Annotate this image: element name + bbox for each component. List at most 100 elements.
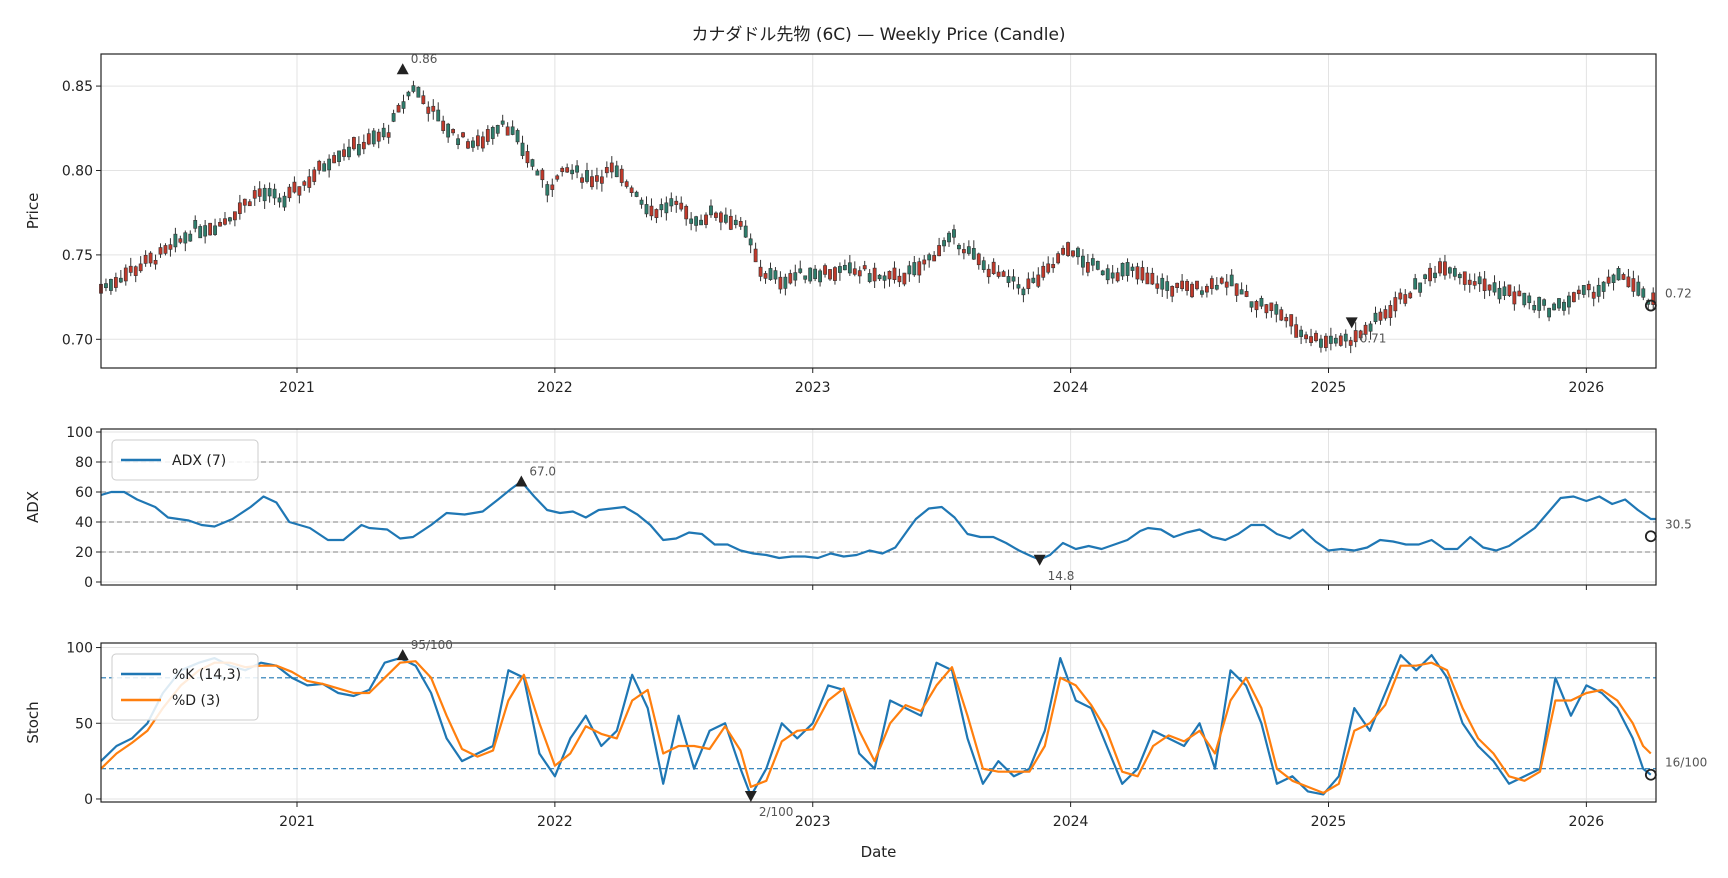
candle-body bbox=[1021, 288, 1026, 296]
adx-last-label: 30.5 bbox=[1665, 517, 1692, 531]
candle-body bbox=[1338, 335, 1343, 346]
candle-body bbox=[932, 255, 937, 262]
candle-body bbox=[1209, 278, 1214, 289]
candle-body bbox=[1234, 283, 1239, 296]
candle-body bbox=[1408, 292, 1413, 299]
candle-body bbox=[228, 217, 232, 222]
candle-body bbox=[694, 216, 699, 226]
candle-body bbox=[922, 259, 927, 265]
candle-body bbox=[1165, 281, 1170, 291]
candle-body bbox=[714, 212, 718, 218]
candle-body bbox=[624, 181, 629, 187]
candle-body bbox=[1606, 276, 1611, 284]
candle-body bbox=[218, 221, 222, 227]
adx-legend-box bbox=[111, 439, 259, 481]
stoch-x-tick-label: 2023 bbox=[795, 814, 831, 830]
candle-body bbox=[198, 226, 203, 239]
candle-body bbox=[971, 248, 976, 260]
candle-body bbox=[1145, 272, 1150, 285]
candle-body bbox=[356, 144, 361, 156]
candle-body bbox=[833, 267, 837, 281]
candle-body bbox=[595, 175, 599, 182]
stoch-last-marker bbox=[1644, 768, 1657, 781]
stoch-x-tick-label: 2022 bbox=[537, 814, 573, 830]
candle-body bbox=[743, 225, 748, 238]
candle-body bbox=[441, 120, 446, 131]
candle-body bbox=[1393, 297, 1398, 312]
candle-body bbox=[436, 109, 441, 122]
price-min-marker bbox=[1345, 317, 1358, 329]
candle-body bbox=[1180, 280, 1185, 290]
candle-body bbox=[768, 268, 773, 280]
stoch-y-tick-label: 100 bbox=[66, 641, 93, 657]
candle-body bbox=[396, 104, 401, 113]
candle-body bbox=[322, 163, 327, 172]
candle-body bbox=[1328, 335, 1333, 344]
stoch-axes-frame bbox=[100, 642, 1657, 803]
candle-body bbox=[1537, 296, 1542, 311]
stoch-x-tick-label: 2024 bbox=[1053, 814, 1089, 830]
candle-body bbox=[143, 254, 148, 264]
candle-body bbox=[1081, 255, 1085, 268]
candle-body bbox=[619, 168, 624, 183]
candle-body bbox=[371, 130, 376, 145]
candle-body bbox=[575, 165, 579, 173]
candle-body bbox=[366, 133, 371, 145]
candle-body bbox=[247, 201, 252, 207]
candle-body bbox=[237, 202, 242, 214]
candle-body bbox=[1433, 272, 1437, 279]
candle-body bbox=[823, 265, 827, 275]
candle-body bbox=[1576, 289, 1581, 295]
candle-body bbox=[1219, 277, 1224, 284]
candle-body bbox=[1071, 250, 1075, 257]
candle-body bbox=[1095, 260, 1100, 270]
candle-body bbox=[1542, 299, 1547, 306]
candle-body bbox=[1586, 283, 1591, 291]
price-min-label: 0.71 bbox=[1360, 331, 1387, 345]
candle-body bbox=[461, 132, 465, 138]
candle-body bbox=[203, 225, 208, 237]
candle-body bbox=[535, 170, 540, 176]
candle-body bbox=[163, 245, 168, 254]
stoch-legend-box bbox=[111, 653, 259, 721]
adx-y-tick-label: 0 bbox=[84, 575, 93, 591]
candle-body bbox=[555, 175, 560, 180]
candle-body bbox=[520, 142, 525, 156]
candle-body bbox=[1581, 285, 1586, 295]
candle-body bbox=[604, 167, 609, 174]
adx-series-line bbox=[100, 480, 1656, 561]
candle-body bbox=[406, 91, 411, 97]
candle-body bbox=[1115, 272, 1120, 282]
candle-body bbox=[614, 165, 619, 178]
candle-body bbox=[1150, 272, 1155, 285]
adx-y-tick-label: 20 bbox=[75, 545, 93, 561]
candle-body bbox=[193, 220, 198, 229]
candle-body bbox=[738, 221, 743, 227]
candle-body bbox=[838, 266, 842, 273]
candle-body bbox=[456, 138, 460, 145]
candle-body bbox=[158, 247, 163, 255]
candle-body bbox=[991, 261, 996, 274]
stoch-min-label: 2/100 bbox=[759, 805, 794, 819]
candle-body bbox=[1170, 286, 1175, 297]
candle-body bbox=[232, 211, 237, 221]
candle-body bbox=[361, 141, 366, 150]
candle-body bbox=[773, 270, 778, 280]
candle-body bbox=[808, 267, 813, 282]
candle-body bbox=[128, 265, 133, 273]
candle-body bbox=[1051, 264, 1056, 269]
candle-body bbox=[952, 229, 956, 238]
candle-body bbox=[471, 140, 475, 148]
candle-body bbox=[1304, 334, 1308, 340]
stoch-x-tick-label: 2026 bbox=[1569, 814, 1605, 830]
candle-body bbox=[1085, 262, 1090, 273]
candle-body bbox=[1641, 288, 1646, 298]
candle-body bbox=[495, 125, 500, 134]
candle-body bbox=[213, 225, 217, 235]
candle-body bbox=[942, 240, 946, 247]
candle-body bbox=[1076, 247, 1080, 258]
candle-body bbox=[748, 238, 753, 246]
candle-body bbox=[242, 198, 247, 206]
candle-body bbox=[1319, 338, 1323, 348]
